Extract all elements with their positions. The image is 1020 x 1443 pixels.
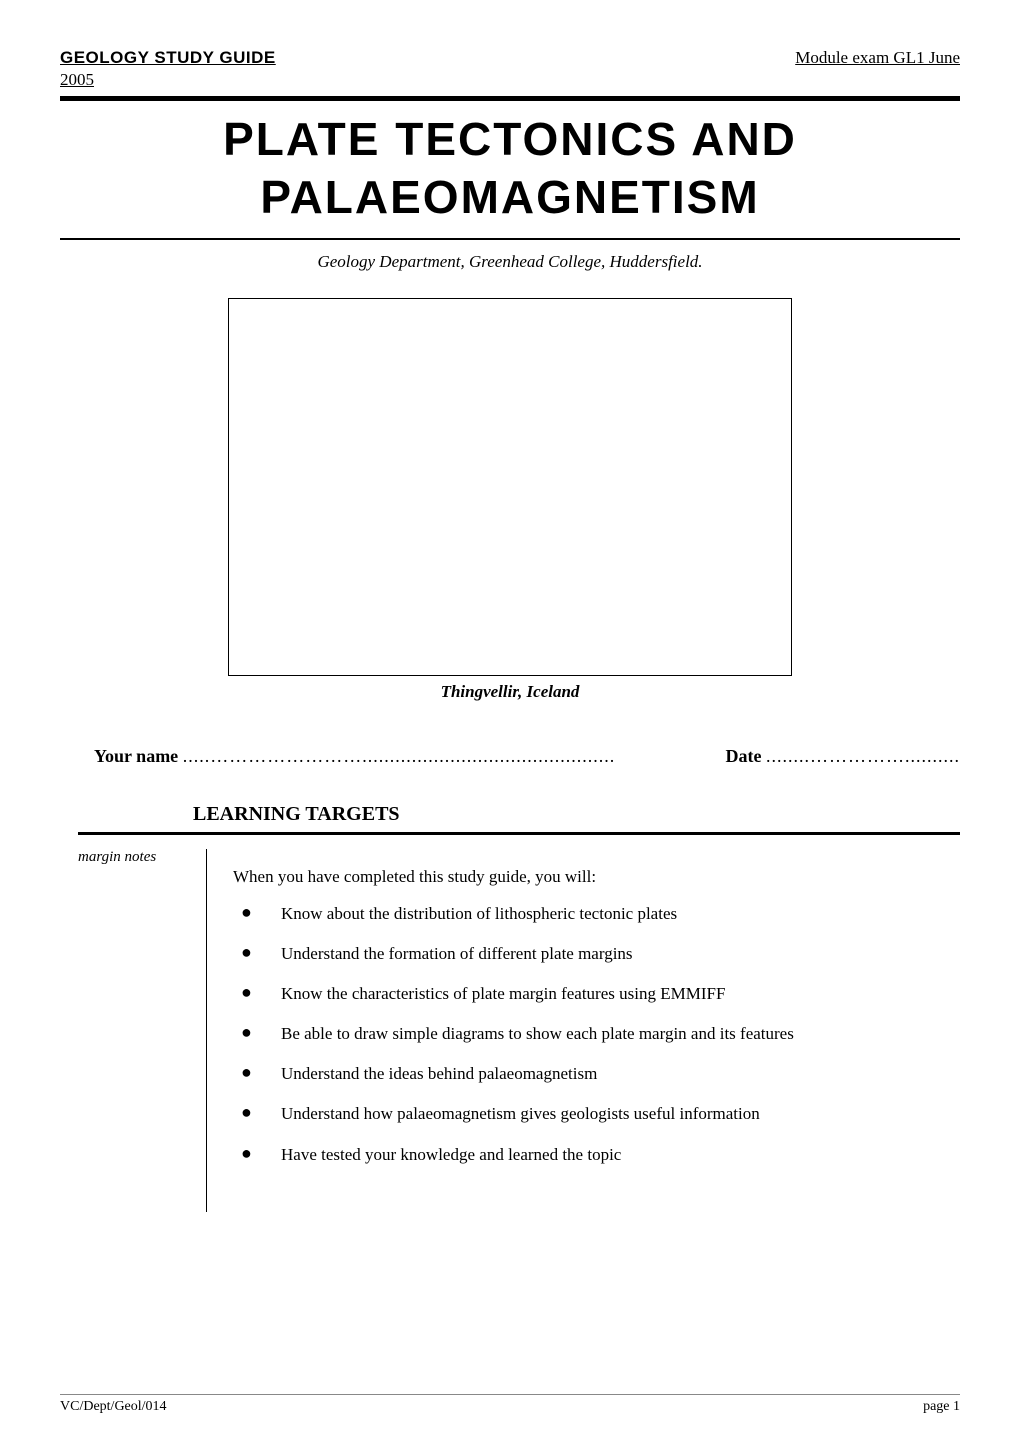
bullet-icon: ●: [233, 1023, 281, 1041]
image-placeholder: [228, 298, 792, 676]
date-dots: ........……………..........: [766, 746, 960, 766]
bullet-icon: ●: [233, 1103, 281, 1121]
footer-left: VC/Dept/Geol/014: [60, 1399, 167, 1415]
list-item: ●Understand the formation of different p…: [233, 943, 956, 965]
content-row: margin notes When you have completed thi…: [60, 849, 960, 1212]
section-rule: [78, 832, 960, 835]
bullet-icon: ●: [233, 903, 281, 921]
targets-intro: When you have completed this study guide…: [233, 867, 956, 887]
margin-notes-label: margin notes: [60, 849, 206, 866]
name-date-row: Your name .....…………………….................…: [60, 746, 960, 767]
title-underline: [60, 238, 960, 240]
target-text: Understand the ideas behind palaeomagnet…: [281, 1063, 956, 1085]
page-footer: VC/Dept/Geol/014 page 1: [60, 1394, 960, 1415]
target-text: Understand the formation of different pl…: [281, 943, 956, 965]
list-item: ●Understand the ideas behind palaeomagne…: [233, 1063, 956, 1085]
name-label: Your name: [94, 746, 183, 766]
list-item: ●Be able to draw simple diagrams to show…: [233, 1023, 956, 1045]
document-subtitle: Geology Department, Greenhead College, H…: [60, 252, 960, 272]
name-field[interactable]: Your name .....…………………….................…: [94, 746, 615, 767]
targets-list: ●Know about the distribution of lithosph…: [233, 903, 956, 1166]
list-item: ●Have tested your knowledge and learned …: [233, 1144, 956, 1166]
name-dots: .....……………………...........................…: [183, 746, 616, 766]
document-title: PLATE TECTONICS AND PALAEOMAGNETISM: [60, 111, 960, 226]
list-item: ●Know about the distribution of lithosph…: [233, 903, 956, 925]
target-text: Understand how palaeomagnetism gives geo…: [281, 1103, 956, 1125]
section-heading: LEARNING TARGETS: [193, 803, 960, 826]
target-text: Have tested your knowledge and learned t…: [281, 1144, 956, 1166]
list-item: ●Understand how palaeomagnetism gives ge…: [233, 1103, 956, 1125]
target-text: Be able to draw simple diagrams to show …: [281, 1023, 956, 1045]
header-year: 2005: [60, 70, 960, 90]
bullet-icon: ●: [233, 943, 281, 961]
date-field[interactable]: Date ........……………..........: [726, 746, 960, 767]
bullet-icon: ●: [233, 983, 281, 1001]
bullet-icon: ●: [233, 1063, 281, 1081]
header-right: Module exam GL1 June: [795, 48, 960, 68]
footer-right: page 1: [923, 1399, 960, 1415]
target-text: Know about the distribution of lithosphe…: [281, 903, 956, 925]
date-label: Date: [726, 746, 766, 766]
body-column: When you have completed this study guide…: [206, 849, 960, 1212]
header-left: GEOLOGY STUDY GUIDE: [60, 48, 276, 68]
image-caption: Thingvellir, Iceland: [60, 682, 960, 702]
list-item: ●Know the characteristics of plate margi…: [233, 983, 956, 1005]
target-text: Know the characteristics of plate margin…: [281, 983, 956, 1005]
bullet-icon: ●: [233, 1144, 281, 1162]
header-rule: [60, 96, 960, 101]
footer-rule: [60, 1394, 960, 1395]
page-header: GEOLOGY STUDY GUIDE Module exam GL1 June: [60, 48, 960, 68]
